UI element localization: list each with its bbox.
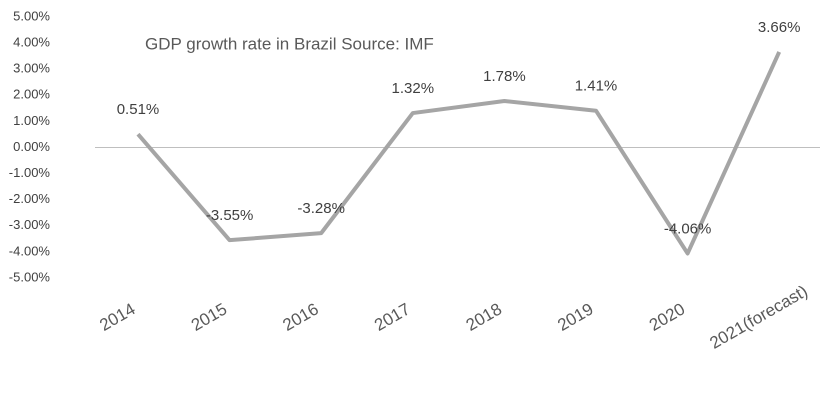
value-label: 3.66%: [758, 19, 801, 36]
value-label: 1.32%: [392, 80, 435, 97]
value-label: 1.41%: [575, 78, 618, 95]
y-tick-label: 1.00%: [13, 113, 50, 128]
y-tick-label: -2.00%: [9, 191, 51, 206]
y-tick-label: 0.00%: [13, 139, 50, 154]
value-label: -3.55%: [206, 207, 254, 224]
value-label: 1.78%: [483, 68, 526, 85]
y-tick-label: 4.00%: [13, 35, 50, 50]
y-tick-label: -4.00%: [9, 243, 51, 258]
y-tick-label: -5.00%: [9, 269, 51, 284]
value-label: -4.06%: [664, 220, 712, 237]
y-tick-label: 5.00%: [13, 8, 50, 23]
y-tick-label: -3.00%: [9, 217, 51, 232]
y-tick-label: -1.00%: [9, 165, 51, 180]
data-line: [136, 51, 782, 256]
chart-title: GDP growth rate in Brazil Source: IMF: [145, 34, 434, 53]
value-label: 0.51%: [117, 101, 160, 118]
y-tick-label: 2.00%: [13, 87, 50, 102]
y-tick-label: 3.00%: [13, 61, 50, 76]
value-label: -3.28%: [297, 200, 345, 217]
